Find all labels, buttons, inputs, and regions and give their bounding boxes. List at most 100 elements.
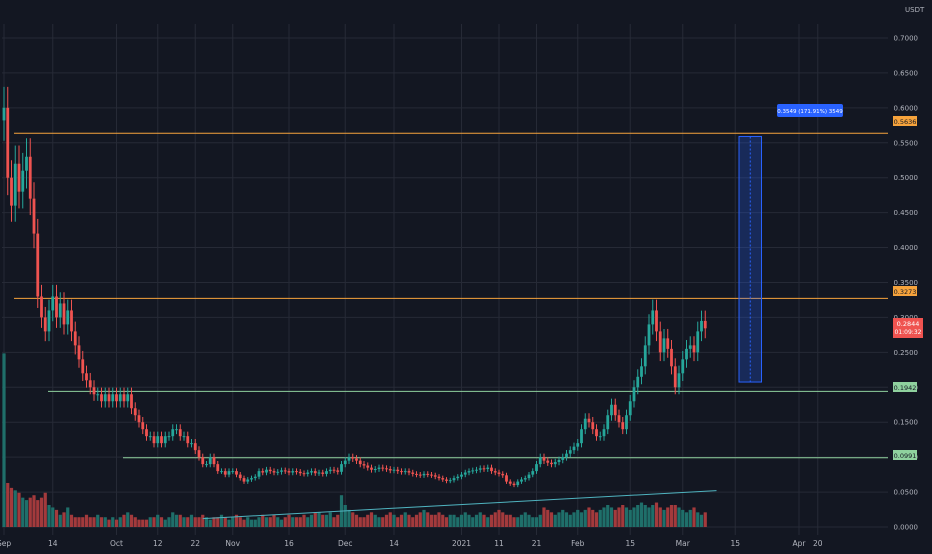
- candle-body: [66, 310, 70, 325]
- volume-bar: [478, 512, 482, 527]
- candle-body: [366, 465, 370, 468]
- volume-bar: [681, 509, 685, 527]
- volume-bar: [452, 514, 456, 527]
- candle-body: [377, 467, 381, 470]
- candle-body: [655, 310, 658, 332]
- volume-bar: [103, 517, 107, 527]
- volume-bar: [373, 514, 377, 527]
- candle-body: [606, 415, 610, 430]
- volume-bar: [96, 514, 100, 527]
- candle-body: [550, 462, 553, 465]
- volume-bar: [302, 514, 306, 527]
- volume-bar: [17, 492, 21, 527]
- candle-body: [696, 331, 700, 353]
- badge-support-lower: 0.0991: [893, 450, 917, 460]
- candle-body: [403, 471, 407, 473]
- candle-body: [508, 481, 512, 484]
- level-layer: [14, 132, 888, 459]
- candle-body: [137, 415, 141, 423]
- volume-bar: [396, 517, 400, 527]
- volume-bar: [516, 517, 520, 527]
- volume-bar: [407, 514, 411, 527]
- candle-body: [613, 404, 617, 416]
- volume-bar: [73, 517, 77, 527]
- candle-body: [291, 471, 295, 473]
- candle-body: [531, 471, 535, 475]
- candle-body: [681, 359, 685, 374]
- candle-body: [276, 471, 280, 473]
- volume-bar: [242, 519, 246, 527]
- candle-body: [130, 394, 133, 409]
- candle-body: [538, 457, 542, 465]
- candle-body: [216, 464, 220, 472]
- x-tick-label: Dec: [338, 539, 353, 548]
- candle-body: [182, 436, 186, 438]
- volume-bar: [39, 497, 44, 527]
- candle-body: [246, 479, 250, 482]
- volume-bar: [294, 517, 299, 527]
- candle-body: [568, 450, 572, 454]
- candle-body: [272, 471, 276, 473]
- x-tick-label: Mar: [676, 539, 691, 548]
- volume-bar: [66, 507, 70, 527]
- volume-bar: [163, 519, 167, 527]
- candle-body: [238, 474, 242, 479]
- volume-bar: [21, 497, 25, 527]
- candle-body: [148, 436, 152, 438]
- candle-body: [572, 446, 576, 451]
- candle-body: [392, 469, 396, 471]
- candle-body: [205, 464, 208, 466]
- candle-body: [662, 338, 666, 353]
- volume-bar: [336, 514, 340, 527]
- volume-bar: [32, 495, 36, 527]
- volume-bar: [377, 517, 381, 527]
- volume-bar: [81, 517, 85, 527]
- volume-bar: [351, 512, 355, 527]
- volume-bar: [403, 512, 407, 527]
- volume-bar: [159, 517, 164, 527]
- candle-body: [317, 472, 321, 474]
- x-tick-label: 15: [625, 539, 635, 548]
- candle-body: [640, 366, 643, 377]
- volume-bar: [174, 514, 179, 527]
- candle-body: [460, 474, 463, 477]
- candle-body: [171, 429, 175, 437]
- volume-bar: [482, 514, 486, 527]
- candle-body: [223, 471, 227, 475]
- volume-bar: [347, 509, 351, 527]
- volume-bar: [688, 509, 692, 527]
- candle-body: [73, 331, 77, 346]
- currency-label: USDT: [905, 6, 925, 14]
- volume-bar: [137, 519, 141, 527]
- volume-bar: [324, 514, 329, 527]
- candle-body: [36, 233, 40, 297]
- measure-label-bg: [777, 104, 843, 117]
- volume-bar: [231, 517, 235, 527]
- candle-body: [268, 469, 272, 472]
- candle-body: [516, 481, 520, 486]
- candle-body: [471, 470, 475, 472]
- volume-bar: [257, 517, 261, 527]
- volume-bar: [234, 514, 239, 527]
- volume-bar: [69, 514, 74, 527]
- candle-body: [193, 443, 197, 451]
- volume-bar: [264, 517, 269, 527]
- candle-body: [527, 474, 531, 479]
- badge-top-resistance: 0.5636: [893, 116, 917, 126]
- volume-bar: [114, 519, 119, 527]
- volume-bar: [111, 517, 115, 527]
- candle-body: [160, 436, 163, 444]
- candle-body: [250, 478, 253, 480]
- candle-body: [456, 476, 460, 479]
- candle-body: [610, 404, 613, 416]
- candle-body: [70, 310, 73, 332]
- volume-bar: [2, 353, 6, 527]
- candle-body: [418, 474, 422, 476]
- volume-bar: [276, 517, 280, 527]
- volume-bar: [182, 517, 186, 527]
- volume-bar: [84, 514, 89, 527]
- y-tick-label: 0.0500: [894, 489, 919, 497]
- candle-body: [115, 394, 118, 402]
